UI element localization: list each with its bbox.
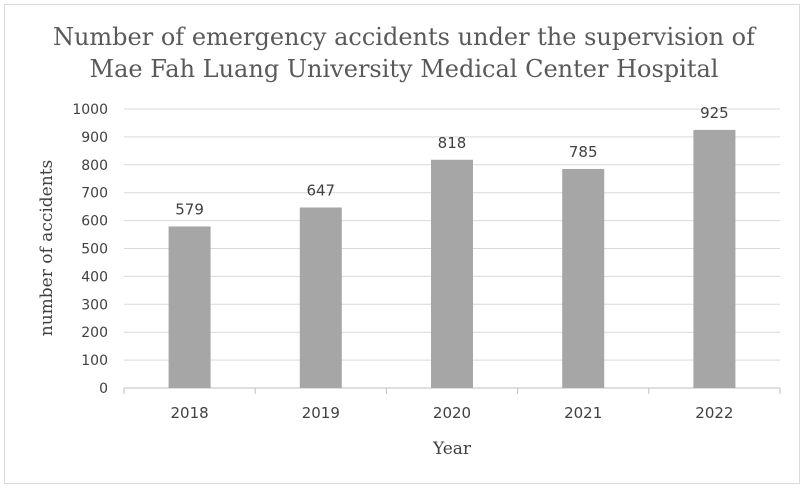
data-label-2020: 818 [438, 134, 467, 152]
bar-2022 [693, 129, 736, 389]
x-tick-label: 2019 [302, 404, 340, 422]
x-tick-label: 2022 [695, 404, 733, 422]
chart-title-line-2: Mae Fah Luang University Medical Center … [90, 55, 719, 83]
x-tick-label: 2018 [171, 404, 209, 422]
bars [168, 129, 736, 389]
y-tick-label: 200 [81, 325, 108, 341]
x-axis-ticks: 2018 2019 2020 2021 2022 [123, 388, 781, 422]
bar-2021 [562, 168, 605, 388]
data-labels: 579 647 818 785 925 [175, 104, 728, 219]
y-tick-label: 1000 [72, 102, 108, 118]
y-tick-label: 100 [81, 353, 108, 369]
y-tick-label: 300 [81, 297, 108, 313]
x-tick-label: 2021 [564, 404, 602, 422]
y-tick-label: 400 [81, 269, 108, 285]
chart-frame [4, 4, 800, 484]
y-tick-label: 0 [99, 381, 108, 397]
y-tick-label: 700 [81, 186, 108, 202]
data-label-2019: 647 [306, 181, 335, 199]
y-tick-label: 900 [81, 130, 108, 146]
data-label-2018: 579 [175, 200, 204, 218]
y-axis-title: number of accidents [37, 160, 57, 336]
y-axis-ticks: 0 100 200 300 400 500 600 700 800 900 1000 [72, 102, 108, 397]
y-tick-label: 800 [81, 158, 108, 174]
y-tick-label: 500 [81, 242, 108, 258]
bar-2020 [431, 159, 473, 388]
bar-2019 [299, 207, 342, 388]
y-tick-label: 600 [81, 214, 108, 230]
bar-2018 [168, 226, 211, 388]
data-label-2021: 785 [569, 143, 598, 161]
x-tick-label: 2020 [433, 404, 471, 422]
data-label-2022: 925 [700, 104, 729, 122]
chart-title-line-1: Number of emergency accidents under the … [53, 23, 757, 51]
x-axis-title: Year [432, 439, 472, 459]
